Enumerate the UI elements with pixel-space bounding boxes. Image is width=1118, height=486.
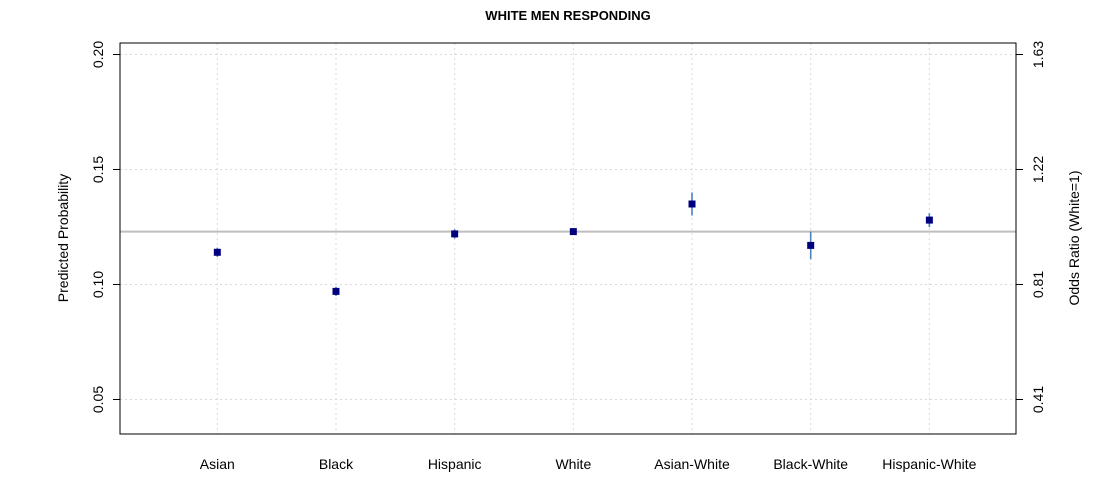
y2-tick-label: 0.41 [1030, 386, 1046, 413]
y-axis: 0.05 0.10 0.15 0.20 [90, 41, 120, 413]
y2-tick-label: 0.81 [1030, 271, 1046, 298]
y2-tick-label: 1.22 [1030, 156, 1046, 183]
y-tick-label: 0.20 [90, 41, 106, 68]
x-tick-label: White [555, 456, 591, 472]
x-tick-label: Black-White [773, 456, 848, 472]
plot-frame [119, 42, 1017, 435]
data-point [451, 230, 459, 238]
y-axis-label: Predicted Probability [55, 174, 71, 302]
y-tick-label: 0.05 [90, 386, 106, 413]
y-tick-label: 0.15 [90, 156, 106, 183]
data-point [688, 200, 696, 208]
x-axis: Asian Black Hispanic White Asian-White Black-… [200, 456, 977, 472]
data-point [332, 287, 340, 295]
data-points [213, 192, 933, 296]
x-tick-label: Black [319, 456, 354, 472]
chart-title: WHITE MEN RESPONDING [485, 8, 650, 23]
grid [120, 43, 1016, 434]
y-tick-label: 0.10 [90, 271, 106, 298]
data-point [925, 216, 933, 224]
data-point [807, 241, 815, 249]
x-tick-label: Hispanic [428, 456, 482, 472]
y2-axis: 0.41 0.81 1.22 1.63 [1016, 41, 1046, 413]
data-point [213, 248, 221, 256]
x-tick-label: Hispanic-White [882, 456, 976, 472]
x-tick-label: Asian-White [654, 456, 730, 472]
data-point [569, 228, 577, 236]
y2-axis-label: Odds Ratio (White=1) [1066, 171, 1082, 306]
y2-tick-label: 1.63 [1030, 41, 1046, 68]
x-tick-label: Asian [200, 456, 235, 472]
